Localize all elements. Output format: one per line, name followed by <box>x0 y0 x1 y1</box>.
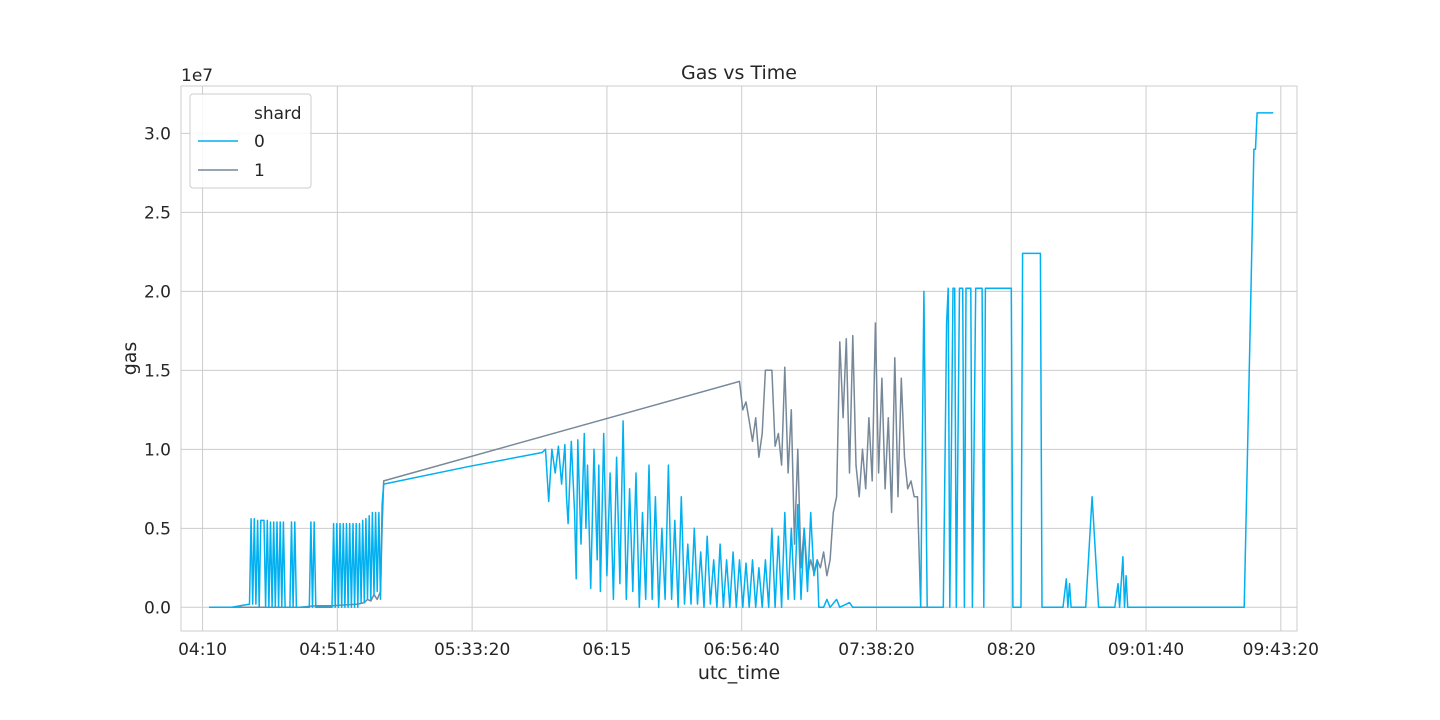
legend: shard 0 1 <box>189 93 312 189</box>
series-line-shard-1 <box>209 322 944 609</box>
y-tick-labels: 0.0 0.5 1.0 1.5 2.0 2.5 3.0 <box>144 124 171 618</box>
y-tick-label: 3.0 <box>144 124 171 144</box>
x-tick-label: 07:38:20 <box>838 640 914 660</box>
y-tick-label: 0.0 <box>144 598 171 618</box>
x-tick-label: 06:15 <box>582 640 631 660</box>
x-tick-label: 09:43:20 <box>1243 640 1319 660</box>
y-axis-label: gas <box>119 342 141 376</box>
legend-title: shard <box>254 104 302 124</box>
legend-box <box>189 93 312 189</box>
x-tick-label: 08:20 <box>987 640 1036 660</box>
y-axis-offset-label: 1e7 <box>181 66 213 86</box>
grid <box>181 86 1297 631</box>
legend-entry-label: 0 <box>254 132 265 152</box>
chart-title: Gas vs Time <box>681 62 797 84</box>
series-layer <box>209 112 1274 609</box>
x-axis-label: utc_time <box>698 662 780 684</box>
y-tick-label: 2.0 <box>144 282 171 302</box>
plot-area <box>180 85 1298 632</box>
x-tick-label: 09:01:40 <box>1108 640 1184 660</box>
x-tick-label: 06:56:40 <box>704 640 780 660</box>
y-tick-label: 1.5 <box>144 361 171 381</box>
y-tick-label: 1.0 <box>144 440 171 460</box>
y-tick-label: 0.5 <box>144 519 171 539</box>
x-tick-label: 04:10 <box>178 640 227 660</box>
legend-entry-label: 1 <box>254 161 265 181</box>
x-tick-label: 04:51:40 <box>299 640 375 660</box>
x-tick-label: 05:33:20 <box>434 640 510 660</box>
series-line-shard-0 <box>209 112 1274 609</box>
x-tick-labels: 04:10 04:51:40 05:33:20 06:15 06:56:40 07:38:… <box>178 640 1319 660</box>
y-tick-label: 2.5 <box>144 203 171 223</box>
